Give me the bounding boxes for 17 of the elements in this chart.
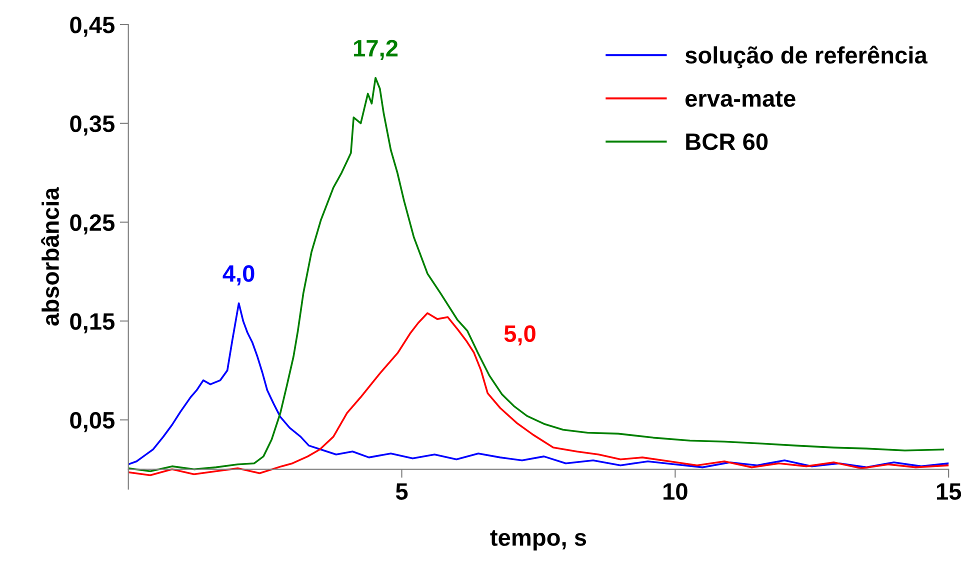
y-axis-title: absorbância [41,187,59,326]
x-tick-label: 5 [396,483,408,500]
legend-label: erva-mate [686,91,796,107]
y-tick-label: 0,35 [70,115,114,136]
annotation: 5,0 [504,325,536,346]
x-axis-title: tempo, s [490,530,586,551]
y-tick-label: 0,15 [70,313,114,334]
annotation: 17,2 [354,40,398,60]
legend-label: solução de referência [685,46,928,68]
x-tick-label: 10 [664,483,688,500]
y-tick-label: 0,05 [70,412,114,432]
line-series [128,76,944,472]
y-tick-label: 0,25 [70,214,114,234]
annotation: 4,0 [222,265,254,286]
legend-label: BCR 60 [686,133,768,150]
y-tick-label: 0,45 [70,16,114,37]
x-tick-label: 15 [936,483,962,500]
